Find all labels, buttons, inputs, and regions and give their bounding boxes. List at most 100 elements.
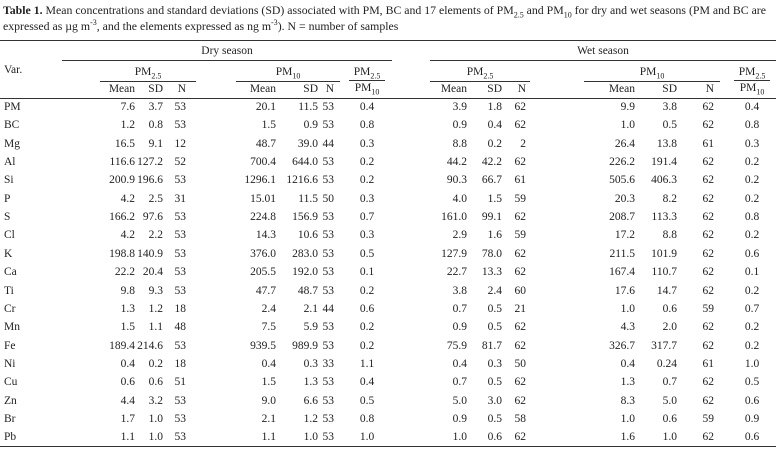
cell: 53	[174, 211, 187, 224]
cell: 53	[174, 247, 187, 260]
cell: 53	[174, 431, 187, 444]
cell: 166.2	[109, 211, 135, 224]
cell: 53	[322, 412, 335, 425]
cell: 1.0	[359, 431, 375, 444]
cell: 700.4	[250, 156, 276, 169]
cell: 0.8	[744, 119, 760, 132]
pm-sub: 10	[756, 87, 765, 97]
cell: 192.0	[292, 266, 318, 279]
cell: 110.7	[651, 266, 677, 279]
pm-sub: 2.5	[483, 71, 494, 81]
cell: 0.5	[487, 412, 502, 425]
cell: 53	[322, 266, 335, 279]
cell: 0.2	[148, 357, 163, 370]
cell: 14.7	[656, 284, 677, 297]
cell: 20.4	[142, 266, 163, 279]
cell: 3.2	[148, 394, 163, 407]
cell: 0.2	[744, 321, 760, 334]
cell: 51	[174, 376, 187, 389]
cell: 0.6	[744, 394, 760, 407]
cell: 0.4	[359, 376, 375, 389]
cell: 0.6	[359, 302, 375, 315]
rule	[236, 81, 340, 82]
cell: 53	[174, 266, 187, 279]
season-header: Wet season	[577, 45, 629, 57]
pm-base: PM	[353, 66, 371, 78]
caption-run: 2.5	[513, 10, 524, 20]
column-header: SD	[303, 83, 318, 95]
cell: 0.2	[487, 137, 502, 150]
cell: 97.6	[142, 211, 163, 224]
cell: 0.4	[452, 357, 467, 370]
cell: 59	[514, 192, 527, 205]
cell: 9.1	[148, 137, 163, 150]
cell: 8.2	[662, 192, 677, 205]
cell: 44	[322, 137, 335, 150]
cell: 189.4	[109, 339, 135, 352]
cell: 18	[174, 357, 187, 370]
cell: 2.9	[452, 229, 467, 242]
cell: 0.8	[359, 119, 375, 132]
column-header: N	[325, 83, 334, 95]
cell: 1.0	[620, 302, 635, 315]
caption-run: , and the elements expressed as ng m	[96, 19, 272, 33]
cell: 0.6	[662, 302, 677, 315]
row-label: Ni	[4, 357, 16, 370]
cell: 5.9	[303, 321, 318, 334]
cell: 53	[174, 284, 187, 297]
cell: 283.0	[292, 247, 318, 260]
cell: 2.4	[261, 302, 276, 315]
cell: 0.3	[359, 192, 375, 205]
cell: 0.6	[148, 376, 163, 389]
cell: 48	[174, 321, 187, 334]
cell: 101.9	[651, 247, 677, 260]
cell: 0.7	[452, 302, 467, 315]
caption-run: Mean concentrations and standard deviati…	[42, 3, 514, 17]
cell: 53	[174, 412, 187, 425]
cell: 1.3	[303, 376, 318, 389]
cell: 1.0	[620, 412, 635, 425]
cell: 4.2	[120, 229, 135, 242]
cell: 1.0	[452, 431, 467, 444]
cell: 53	[174, 339, 187, 352]
cell: 1.1	[359, 357, 375, 370]
cell: 44	[322, 302, 335, 315]
cell: 0.2	[744, 284, 760, 297]
cell: 198.8	[109, 247, 135, 260]
cell: 1.5	[120, 321, 135, 334]
cell: 20.3	[614, 192, 635, 205]
cell: 0.7	[662, 376, 677, 389]
cell: 53	[174, 101, 187, 113]
cell: 62	[702, 321, 715, 334]
caption-run: and PM	[523, 3, 564, 17]
cell: 62	[702, 394, 715, 407]
cell: 12	[174, 137, 187, 150]
cell: 53	[174, 229, 187, 242]
cell: 0.4	[620, 357, 635, 370]
cell: 3.8	[452, 284, 467, 297]
cell: 0.2	[359, 284, 375, 297]
cell: 61	[702, 137, 715, 150]
rule	[0, 98, 776, 99]
cell: 20.1	[255, 101, 276, 113]
cell: 48.7	[297, 284, 318, 297]
cell: 53	[322, 376, 335, 389]
column-header: Mean	[440, 83, 467, 95]
cell: 0.9	[452, 412, 467, 425]
cell: 53	[322, 229, 335, 242]
cell: 0.1	[744, 266, 760, 279]
pm-base: PM	[639, 66, 657, 78]
cell: 3.8	[662, 101, 677, 113]
cell: 0.5	[359, 247, 375, 260]
row-label: Mn	[4, 321, 20, 334]
cell: 0.4	[120, 357, 135, 370]
cell: 116.6	[109, 156, 135, 169]
cell: 326.7	[609, 339, 635, 352]
cell: 81.7	[481, 339, 502, 352]
cell: 99.1	[481, 211, 502, 224]
row-label: Si	[4, 174, 14, 187]
pm-label: PM10	[712, 81, 776, 97]
cell: 60	[514, 284, 527, 297]
pm-label: PM10	[248, 65, 328, 80]
pm-base: PM	[134, 66, 152, 78]
